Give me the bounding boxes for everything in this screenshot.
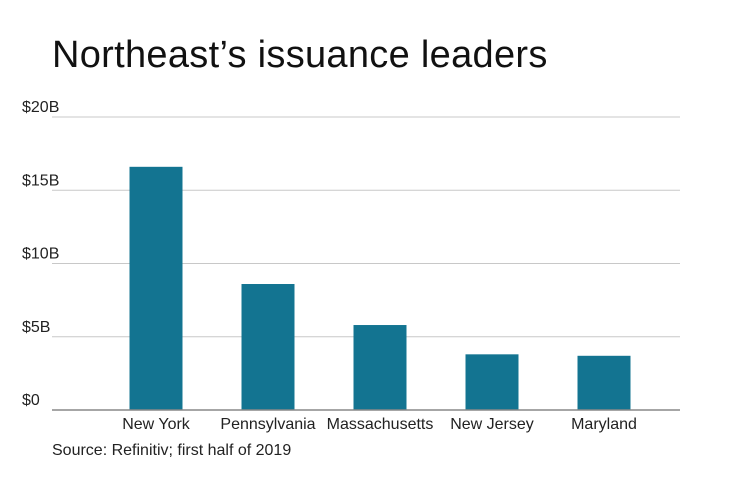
x-tick-label: Pennsylvania xyxy=(220,416,315,433)
x-tick-label: New Jersey xyxy=(450,416,534,433)
y-tick-label: $0 xyxy=(22,392,40,409)
bar xyxy=(129,166,183,410)
y-tick-label: $15B xyxy=(22,172,59,189)
bar xyxy=(353,325,407,410)
y-tick-label: $20B xyxy=(22,99,59,116)
bar xyxy=(241,284,295,410)
x-tick-label: New York xyxy=(122,416,191,433)
y-tick-label: $5B xyxy=(22,319,50,336)
x-tick-label: Massachusetts xyxy=(327,416,434,433)
y-tick-label: $10B xyxy=(22,246,59,263)
x-tick-label: Maryland xyxy=(571,416,637,433)
chart-title: Northeast’s issuance leaders xyxy=(52,34,548,76)
bar xyxy=(465,354,519,410)
x-axis-tick-labels: New York Pennsylvania Massachusetts New Jer… xyxy=(122,416,637,433)
source-note: Source: Refinitiv; first half of 2019 xyxy=(52,442,292,459)
y-axis-tick-labels: $0 $5B $10B $15B $20B xyxy=(22,99,59,409)
bars xyxy=(129,166,631,410)
bar xyxy=(577,355,631,410)
